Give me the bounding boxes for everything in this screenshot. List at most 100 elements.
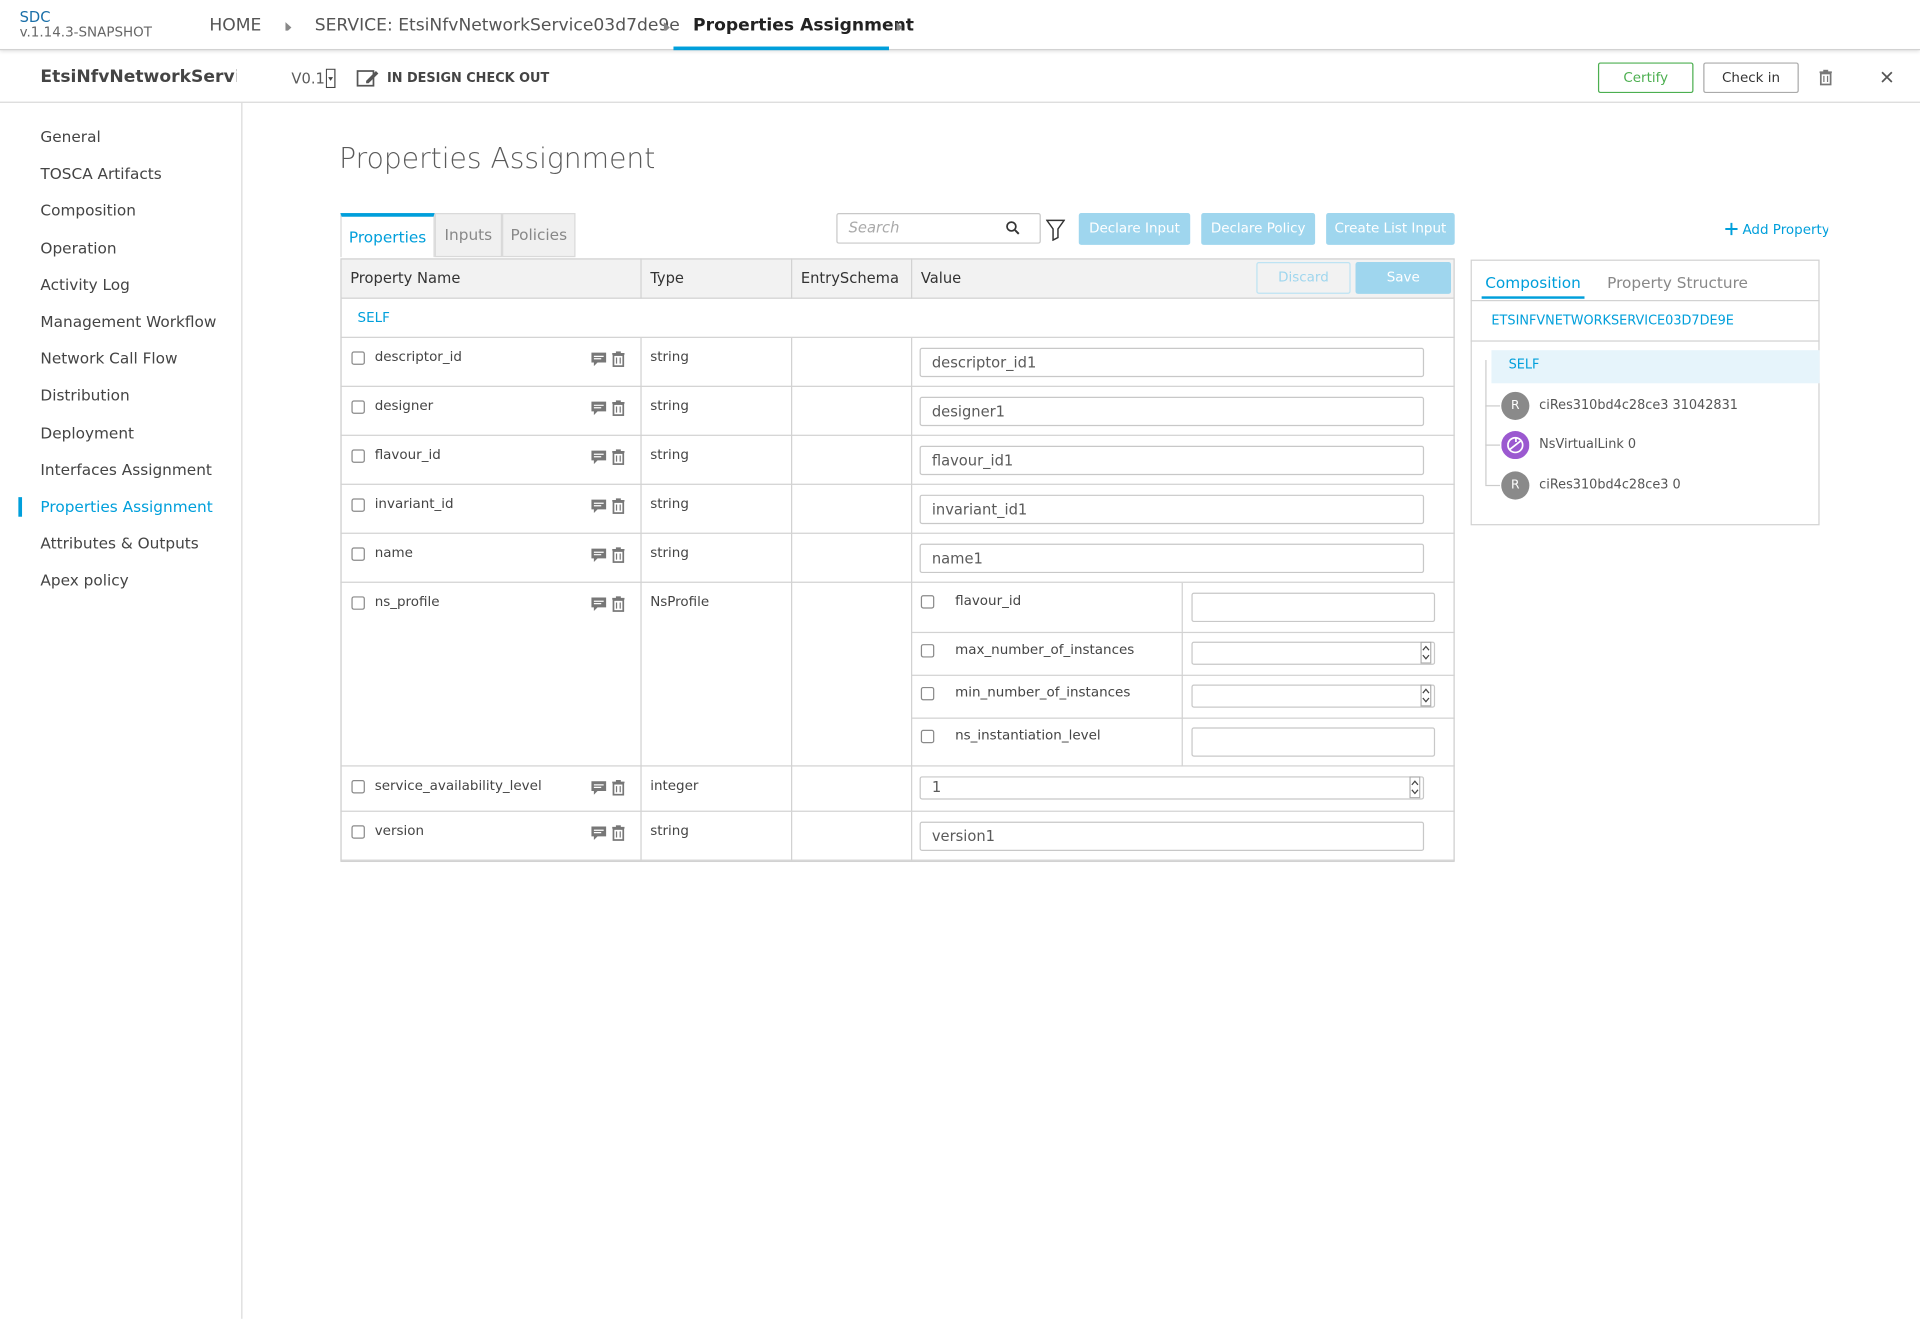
trash-icon [612, 780, 625, 796]
sidebar-item[interactable]: TOSCA Artifacts [40, 164, 162, 183]
virtual-link-icon [1501, 431, 1530, 460]
row-checkbox[interactable] [351, 596, 365, 610]
breadcrumb[interactable]: HOME [209, 15, 262, 36]
sidebar-item[interactable]: Deployment [40, 423, 135, 442]
comment-button[interactable] [590, 824, 607, 841]
delete-button[interactable] [1817, 69, 1834, 86]
checkin-button[interactable]: Check in [1703, 62, 1799, 94]
breadcrumb[interactable]: Properties Assignment [693, 15, 915, 36]
sidebar-item[interactable]: General [40, 127, 101, 146]
field-input[interactable] [1191, 684, 1436, 708]
tree-item[interactable]: NsVirtualLink 0 [1539, 437, 1637, 452]
sidebar-item[interactable]: Operation [40, 238, 117, 257]
tree-item[interactable]: ciRes310bd4c28ce3 0 [1539, 477, 1681, 493]
value-input[interactable]: designer1 [919, 396, 1425, 427]
sidebar-item[interactable]: Attributes & Outputs [40, 534, 199, 553]
row-checkbox[interactable] [351, 780, 365, 794]
row-checkbox[interactable] [351, 498, 365, 512]
discard-button[interactable]: Discard [1256, 262, 1351, 294]
field-input[interactable] [1191, 727, 1436, 757]
comment-button[interactable] [590, 595, 607, 612]
tab[interactable]: Inputs [434, 213, 503, 258]
cell-divider [791, 435, 793, 485]
delete-row-button[interactable] [610, 595, 627, 612]
filter-icon[interactable] [1045, 219, 1066, 242]
sidebar-item[interactable]: Properties Assignment [40, 497, 213, 516]
panel-tab[interactable]: Property Structure [1607, 273, 1748, 292]
value-input[interactable]: version1 [919, 821, 1425, 852]
spinner[interactable] [1420, 641, 1432, 664]
field-checkbox[interactable] [920, 644, 935, 658]
trash-icon [612, 498, 625, 514]
comment-button[interactable] [590, 497, 607, 514]
sidebar-item[interactable]: Interfaces Assignment [40, 460, 212, 479]
row-checkbox[interactable] [351, 351, 365, 365]
sidebar-item[interactable]: Activity Log [40, 275, 130, 294]
spinner[interactable] [1409, 776, 1421, 799]
row-checkbox[interactable] [351, 825, 365, 839]
field-input[interactable] [1191, 641, 1436, 665]
delete-row-button[interactable] [610, 497, 627, 514]
version-select[interactable]: V0.1 [291, 69, 325, 87]
property-type: string [650, 446, 689, 463]
sidebar-item[interactable]: Composition [40, 201, 137, 220]
service-name: EtsiNfvNetworkServic... [40, 67, 236, 87]
close-button[interactable] [1880, 70, 1895, 85]
row-checkbox[interactable] [351, 400, 365, 414]
sidebar-item[interactable]: Distribution [40, 386, 130, 405]
group-row [340, 298, 1455, 338]
sidebar-item[interactable]: Network Call Flow [40, 349, 178, 368]
row-checkbox[interactable] [351, 449, 365, 463]
column-divider [791, 258, 793, 299]
cell-divider [791, 811, 793, 861]
action-button[interactable]: Create List Input [1326, 213, 1455, 245]
cell-divider [640, 337, 642, 387]
logo: SDC [19, 8, 51, 26]
action-button[interactable]: Declare Policy [1201, 213, 1316, 245]
comment-button[interactable] [590, 546, 607, 563]
group-label: SELF [357, 309, 390, 326]
certify-button[interactable]: Certify [1597, 62, 1694, 94]
field-checkbox[interactable] [920, 595, 935, 609]
table-row [340, 386, 1455, 436]
status-icon [356, 69, 380, 89]
comment-button[interactable] [590, 779, 607, 796]
breadcrumb[interactable]: SERVICE: EtsiNfvNetworkService03d7de9e [314, 15, 680, 36]
value-input[interactable]: name1 [919, 543, 1425, 574]
spinner[interactable] [1420, 684, 1432, 707]
value-input[interactable]: invariant_id1 [919, 494, 1425, 525]
delete-row-button[interactable] [610, 350, 627, 367]
field-input[interactable] [1191, 592, 1436, 623]
comment-button[interactable] [590, 399, 607, 416]
table-row [340, 484, 1455, 534]
delete-row-button[interactable] [610, 824, 627, 841]
field-checkbox[interactable] [920, 686, 935, 701]
row-checkbox[interactable] [351, 547, 365, 561]
tree-item[interactable]: ciRes310bd4c28ce3 31042831 [1539, 397, 1738, 413]
delete-row-button[interactable] [610, 399, 627, 416]
value-input[interactable]: 1 [919, 776, 1425, 800]
comment-button[interactable] [590, 448, 607, 465]
tab[interactable]: Policies [502, 213, 576, 258]
value-input[interactable]: flavour_id1 [919, 445, 1425, 476]
add-property[interactable]: Add Property [1742, 221, 1829, 238]
sidebar-item[interactable]: Apex policy [40, 571, 129, 590]
instance-icon: R [1501, 471, 1530, 500]
sidebar-item[interactable]: Management Workflow [40, 312, 217, 331]
tree-item[interactable]: SELF [1508, 357, 1540, 373]
delete-row-button[interactable] [610, 448, 627, 465]
sort-caret[interactable] [452, 276, 462, 282]
search-box[interactable]: Search [836, 213, 1041, 244]
field-checkbox[interactable] [920, 729, 935, 744]
save-button[interactable]: Save [1355, 262, 1452, 294]
delete-row-button[interactable] [610, 546, 627, 563]
trash-icon [1819, 69, 1832, 86]
value-input[interactable]: descriptor_id1 [919, 347, 1425, 378]
action-button[interactable]: Declare Input [1078, 213, 1191, 245]
comment-button[interactable] [590, 350, 607, 367]
root-name[interactable]: ETSINFVNETWORKSERVICE03D7DE9E [1491, 313, 1734, 329]
tab[interactable]: Properties [340, 213, 435, 258]
delete-row-button[interactable] [610, 779, 627, 796]
panel-tab[interactable]: Composition [1481, 267, 1585, 299]
column-divider [911, 258, 913, 299]
